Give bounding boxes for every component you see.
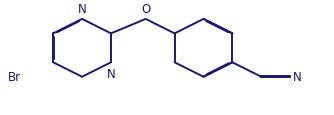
Text: N: N [78, 3, 87, 15]
Text: N: N [293, 71, 302, 83]
Text: N: N [107, 67, 115, 80]
Text: O: O [141, 3, 150, 15]
Text: Br: Br [8, 71, 21, 83]
